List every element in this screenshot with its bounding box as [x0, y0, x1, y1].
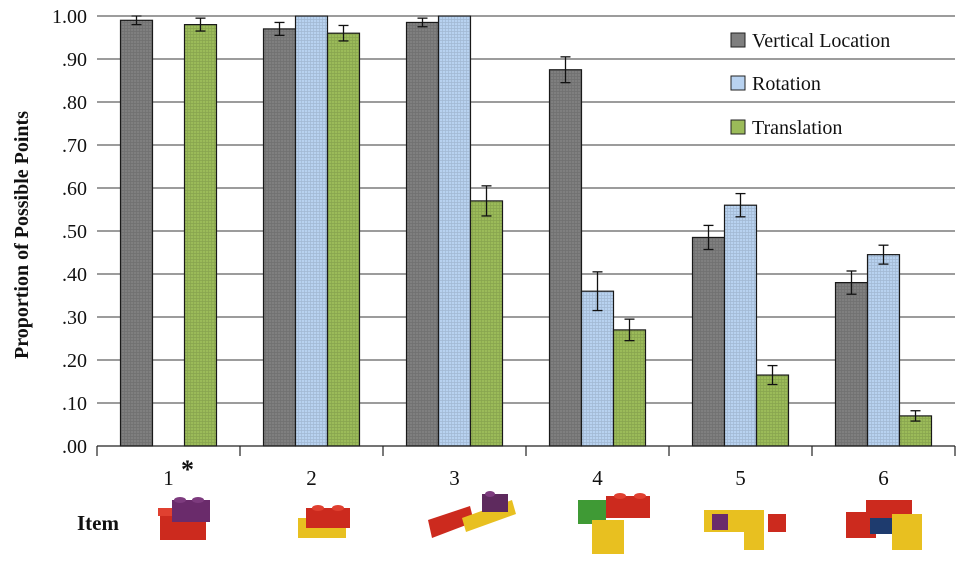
gridlines — [97, 15, 955, 447]
legend-swatch-rotation — [730, 75, 746, 91]
lego-item-5-picture — [704, 510, 786, 550]
lego-item-6-picture — [846, 500, 922, 550]
bar-texture — [406, 22, 439, 446]
legend-label-translation: Translation — [752, 117, 842, 139]
legend: Vertical Location Rotation Translation — [730, 30, 890, 139]
bar-texture — [184, 24, 217, 446]
y-tick-label: .30 — [62, 307, 87, 329]
x-tick-label: 3 — [449, 466, 460, 490]
y-tick-label: .10 — [62, 393, 87, 415]
bar-texture — [549, 69, 582, 446]
bar-texture — [438, 16, 471, 446]
bar-texture — [756, 375, 789, 446]
y-tick-label: .90 — [62, 49, 87, 71]
x-tick-labels: 1 * 2 3 4 5 6 — [163, 455, 889, 490]
error-bars — [131, 15, 921, 422]
x-tick-label: 1 — [163, 466, 174, 490]
bar-texture — [692, 237, 725, 446]
bar-texture — [724, 205, 757, 446]
x-tick-label: 6 — [878, 466, 889, 490]
y-tick-labels: .00 .10 .20 .30 .40 .50 .60 .70 .80 .90 1.00 — [52, 6, 87, 458]
x-tick-annotation: * — [181, 455, 194, 484]
legend-entry-rotation: Rotation — [730, 73, 821, 95]
y-tick-label: .00 — [62, 436, 87, 458]
bar-texture — [613, 329, 646, 446]
bar-texture — [581, 291, 614, 446]
y-tick-label: .70 — [62, 135, 87, 157]
bar-texture — [867, 254, 900, 446]
lego-item-1-picture — [158, 497, 210, 540]
y-axis-label: Proportion of Possible Points — [11, 111, 33, 359]
legend-label-vertical-location: Vertical Location — [752, 30, 890, 52]
legend-swatch-vertical-location — [730, 32, 746, 48]
bar-texture — [835, 282, 868, 446]
bar-texture — [470, 200, 503, 446]
y-tick-label: .50 — [62, 221, 87, 243]
y-tick-label: .40 — [62, 264, 87, 286]
bar-texture — [295, 16, 328, 446]
item-pictures — [158, 491, 922, 554]
legend-label-rotation: Rotation — [752, 73, 821, 95]
legend-swatch-translation — [730, 119, 746, 135]
lego-item-4-picture — [578, 493, 650, 554]
x-tick-label: 5 — [735, 466, 746, 490]
y-tick-label: 1.00 — [52, 6, 87, 28]
x-tick-label: 4 — [592, 466, 603, 490]
y-tick-label: .80 — [62, 92, 87, 114]
legend-entry-vertical-location: Vertical Location — [730, 30, 890, 52]
lego-item-3-picture — [428, 491, 516, 538]
bar-texture — [120, 20, 153, 447]
bar-texture — [327, 33, 360, 446]
bars — [119, 15, 933, 447]
y-tick-label: .60 — [62, 178, 87, 200]
bar-texture — [263, 28, 296, 447]
x-tick-label: 2 — [306, 466, 317, 490]
lego-item-2-picture — [298, 505, 350, 538]
x-axis-label: Item — [77, 511, 119, 535]
x-axis-ticks — [96, 446, 956, 456]
legend-entry-translation: Translation — [730, 117, 842, 139]
y-tick-label: .20 — [62, 350, 87, 372]
